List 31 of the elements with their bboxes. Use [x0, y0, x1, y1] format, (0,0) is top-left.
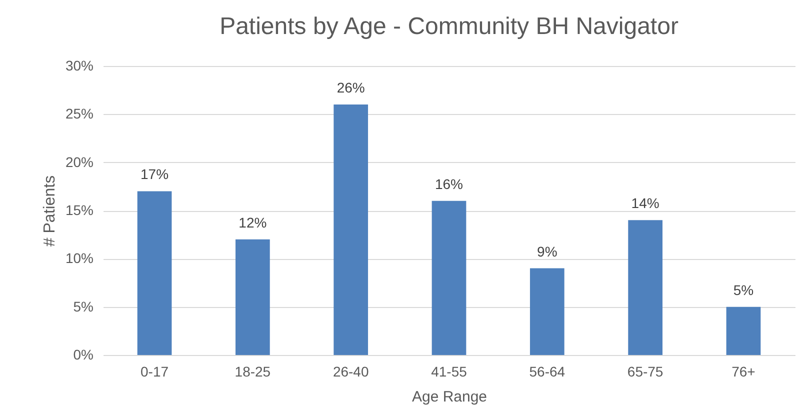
bar	[334, 104, 368, 355]
chart-title: Patients by Age - Community BH Navigator	[220, 13, 678, 40]
y-tick-label: 10%	[65, 250, 94, 266]
data-label: 17%	[140, 166, 169, 182]
x-tick-label: 41-55	[431, 364, 468, 380]
bar	[530, 268, 564, 355]
x-tick-label: 56-64	[529, 364, 566, 380]
y-tick-label: 30%	[65, 58, 94, 74]
y-axis-title: # Patients	[41, 175, 58, 247]
bar	[137, 191, 172, 355]
y-tick-label: 0%	[73, 346, 94, 362]
x-tick-label: 0-17	[140, 364, 169, 380]
data-label: 5%	[733, 282, 754, 298]
bar	[432, 200, 466, 355]
bar	[726, 306, 761, 355]
bar	[236, 239, 270, 355]
data-label: 12%	[238, 214, 267, 230]
y-tick-label: 25%	[65, 106, 94, 122]
data-label: 16%	[434, 176, 464, 192]
x-tick-label: 26-40	[332, 364, 369, 380]
data-label: 26%	[336, 80, 365, 96]
x-axis-title: Age Range	[412, 388, 488, 406]
data-label: 14%	[631, 195, 660, 212]
y-tick-label: 15%	[65, 202, 94, 218]
x-tick-label: 18-25	[234, 364, 271, 380]
y-tick-label: 5%	[73, 298, 94, 314]
x-tick-label: 76+	[732, 364, 756, 380]
bar	[628, 220, 662, 355]
y-tick-label: 20%	[65, 154, 94, 170]
x-tick-label: 65-75	[627, 364, 664, 380]
data-label: 9%	[537, 243, 558, 260]
